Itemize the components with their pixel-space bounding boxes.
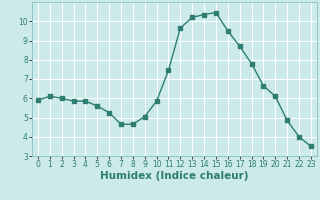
X-axis label: Humidex (Indice chaleur): Humidex (Indice chaleur) — [100, 171, 249, 181]
